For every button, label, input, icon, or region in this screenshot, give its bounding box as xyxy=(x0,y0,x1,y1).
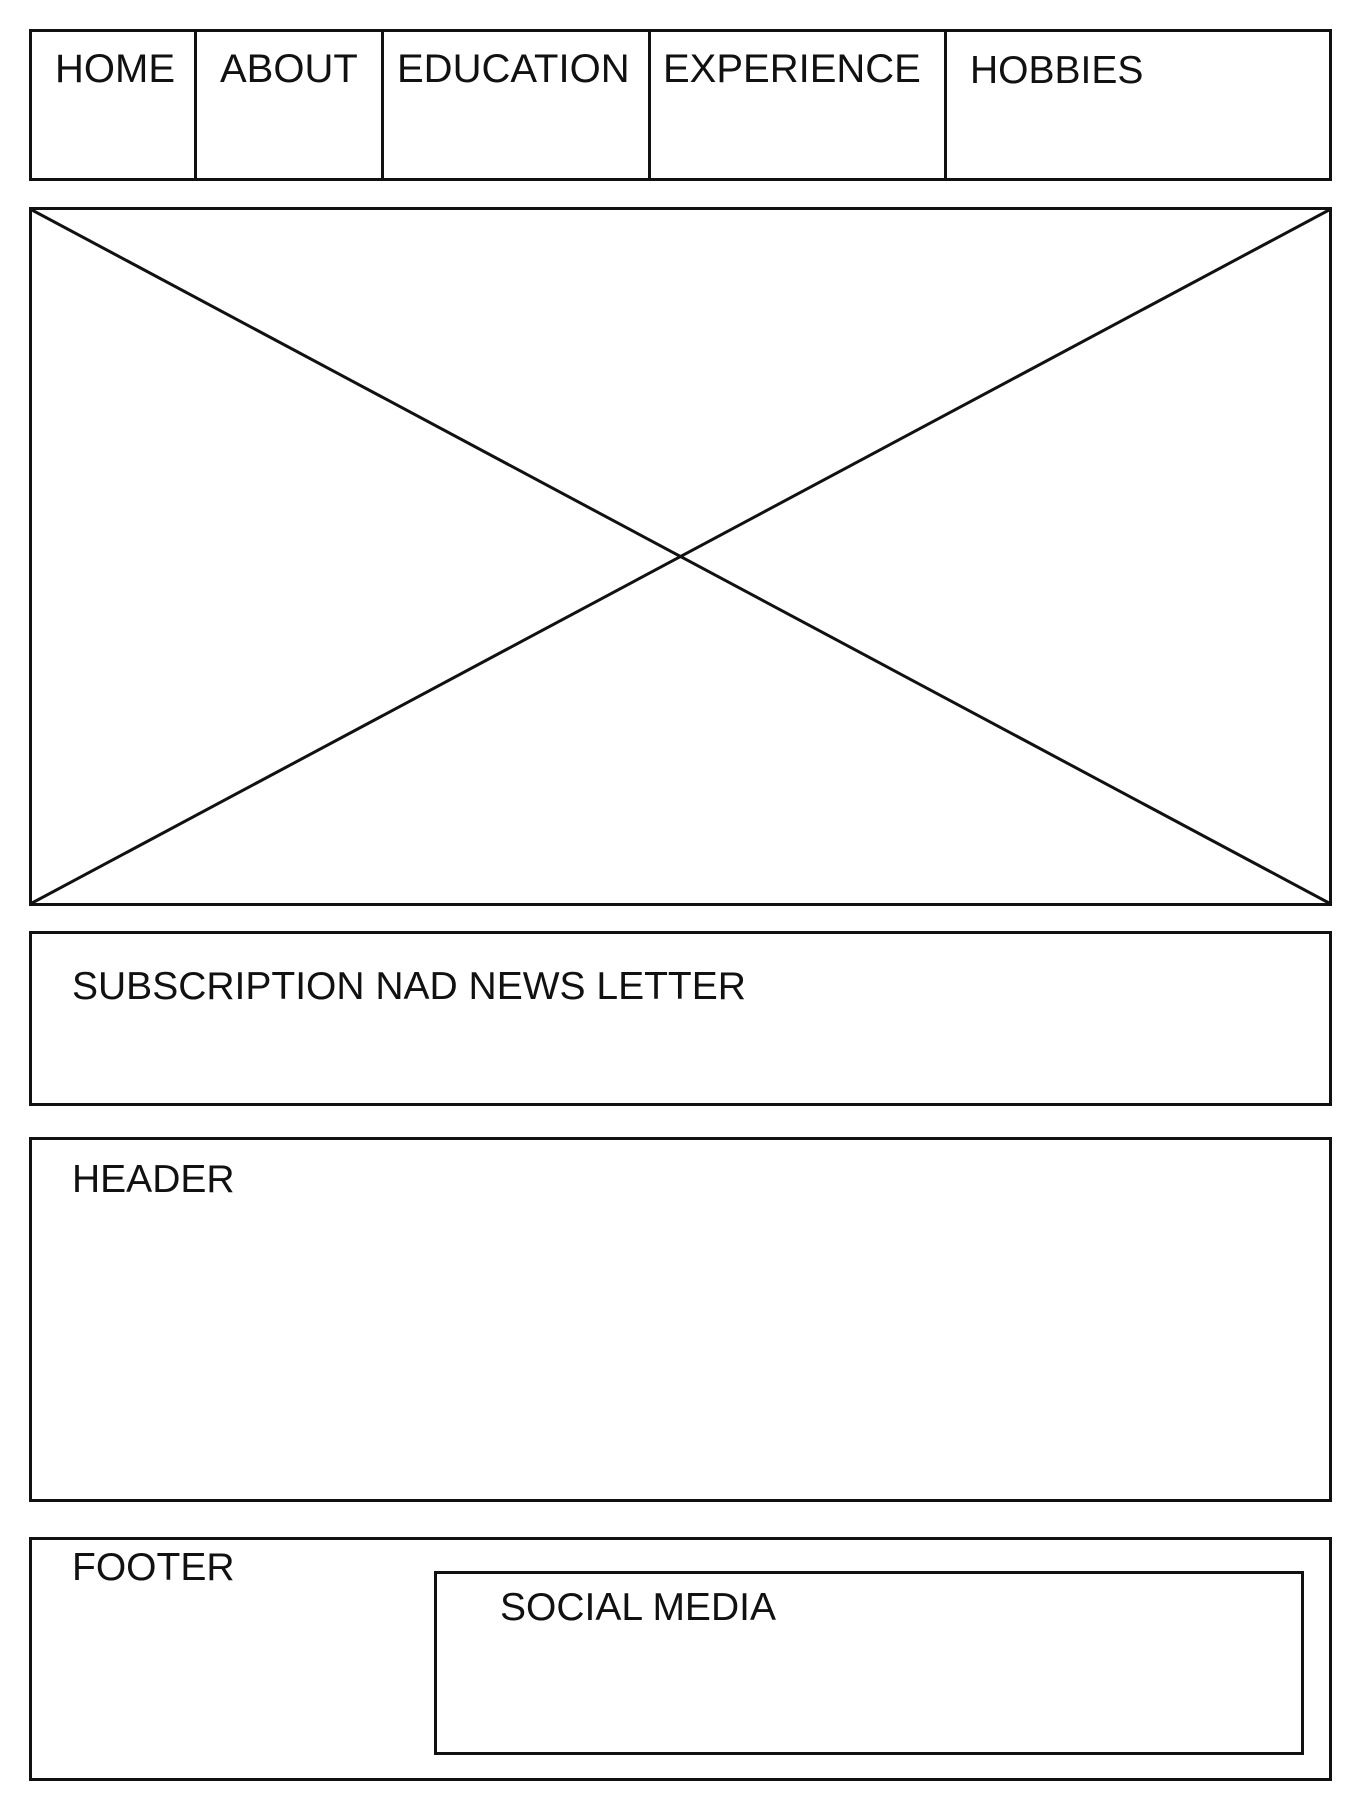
placeholder-cross-line xyxy=(32,210,1329,903)
nav-item-hobbies[interactable]: HOBBIES xyxy=(947,32,1329,178)
nav-item-about[interactable]: ABOUT xyxy=(197,32,381,178)
header-label: HEADER xyxy=(72,1158,235,1201)
nav-item-home[interactable]: HOME xyxy=(32,32,194,178)
nav-item-education[interactable]: EDUCATION xyxy=(384,32,648,178)
nav-bar: HOME ABOUT EDUCATION EXPERIENCE HOBBIES xyxy=(29,29,1332,181)
subscription-newsletter-section: SUBSCRIPTION NAD NEWS LETTER xyxy=(29,931,1332,1106)
image-placeholder-icon xyxy=(32,210,1329,903)
nav-divider xyxy=(194,32,197,178)
nav-divider xyxy=(944,32,947,178)
nav-item-label: HOME xyxy=(55,47,175,91)
hero-image-placeholder xyxy=(29,207,1332,906)
nav-item-label: HOBBIES xyxy=(970,49,1144,92)
social-media-label: SOCIAL MEDIA xyxy=(500,1586,776,1629)
header-section: HEADER xyxy=(29,1137,1332,1502)
nav-item-label: EDUCATION xyxy=(397,47,630,91)
social-media-section[interactable]: SOCIAL MEDIA xyxy=(434,1571,1304,1755)
nav-item-label: ABOUT xyxy=(220,47,358,91)
nav-item-experience[interactable]: EXPERIENCE xyxy=(651,32,944,178)
footer-label: FOOTER xyxy=(72,1546,235,1589)
subscription-label: SUBSCRIPTION NAD NEWS LETTER xyxy=(72,965,746,1008)
nav-item-label: EXPERIENCE xyxy=(663,47,921,91)
footer: FOOTER SOCIAL MEDIA xyxy=(29,1537,1332,1781)
nav-divider xyxy=(648,32,651,178)
nav-divider xyxy=(381,32,384,178)
